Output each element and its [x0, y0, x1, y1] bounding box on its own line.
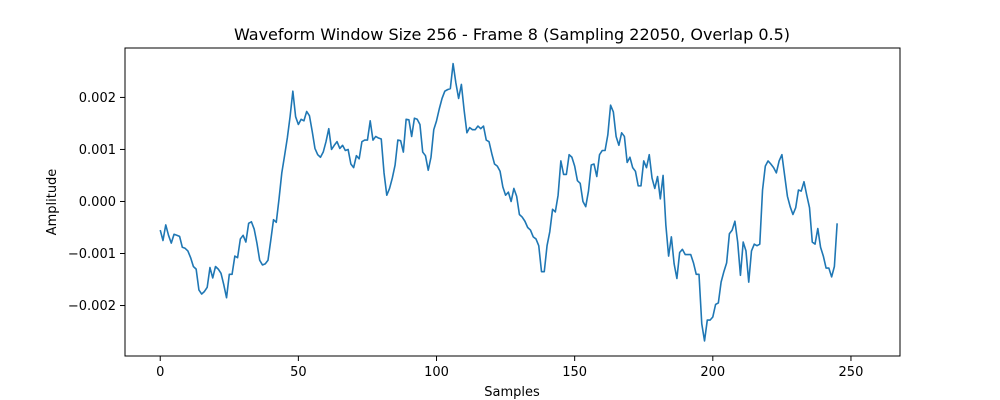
- y-tick-label: −0.002: [68, 299, 116, 314]
- x-axis: 0 50 100 150 200 250: [156, 356, 863, 380]
- plot-area: [159, 62, 838, 342]
- x-tick-label: 200: [700, 365, 725, 380]
- x-axis-label: Samples: [484, 385, 540, 400]
- x-tick-label: 250: [839, 365, 864, 380]
- y-tick-label: 0.002: [79, 91, 116, 106]
- x-tick-label: 150: [562, 365, 587, 380]
- y-axis: −0.002 −0.001 0.000 0.001 0.002: [68, 91, 125, 314]
- x-tick-label: 0: [156, 365, 164, 380]
- y-tick-label: −0.001: [68, 247, 116, 262]
- chart-title: Waveform Window Size 256 - Frame 8 (Samp…: [234, 25, 790, 44]
- y-tick-label: 0.000: [79, 195, 116, 210]
- x-tick-label: 50: [290, 365, 307, 380]
- x-tick-label: 100: [424, 365, 449, 380]
- y-tick-label: 0.001: [79, 143, 116, 158]
- plot-frame: [124, 47, 901, 357]
- y-axis-label: Amplitude: [45, 169, 60, 236]
- waveform-line: [159, 62, 838, 342]
